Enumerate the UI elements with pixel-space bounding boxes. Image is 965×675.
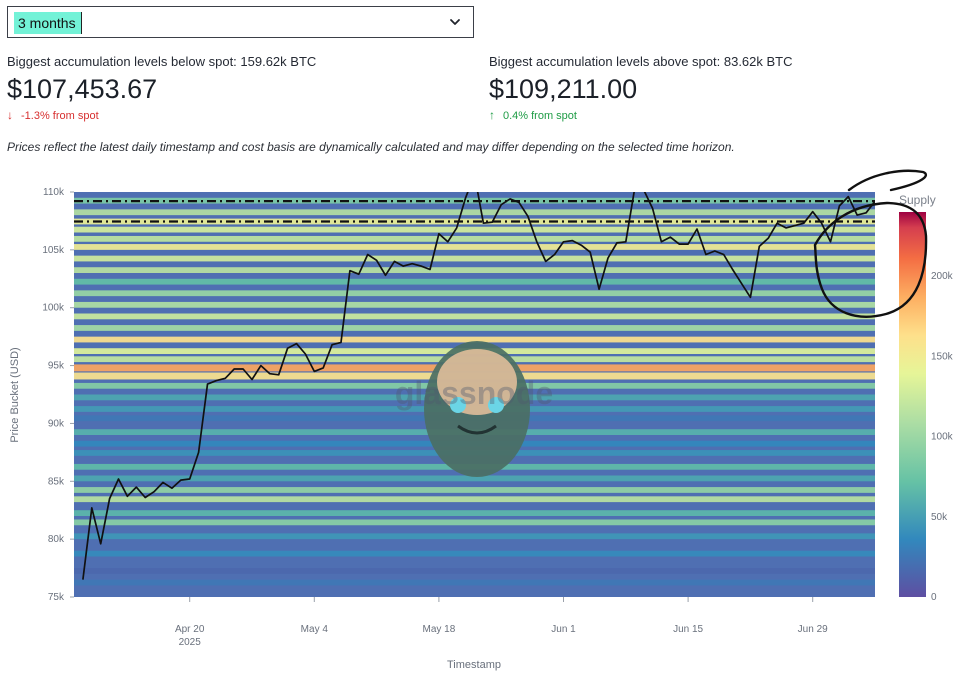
y-tick-label-3: 90k [48, 418, 65, 429]
colorbar [899, 212, 926, 597]
heatmap-band-4 [74, 519, 875, 526]
heatmap-band-6 [74, 496, 875, 503]
heatmap-band-27 [74, 267, 875, 273]
heatmap-band-29 [74, 244, 875, 250]
heatmap-band-25 [74, 290, 875, 297]
x-tick-label-4: Jun 15 [673, 624, 703, 635]
hand-drawn-annotation [813, 169, 928, 318]
pricing-note: Prices reflect the latest daily timestam… [7, 140, 735, 154]
below-spot-stat: Biggest accumulation levels below spot: … [7, 54, 316, 123]
heatmap-band-36 [74, 175, 875, 181]
timeframe-select[interactable]: 3 months [7, 6, 474, 38]
watermark-mascot [424, 341, 530, 477]
x-tick-label-3: Jun 1 [551, 624, 576, 635]
timeframe-selected-value[interactable]: 3 months [14, 12, 82, 34]
below-spot-change-text: -1.3% from spot [21, 110, 99, 122]
below-spot-change: ↓ -1.3% from spot [7, 108, 316, 123]
y-tick-label-2: 85k [48, 476, 65, 487]
below-spot-price: $107,453.67 [7, 74, 158, 104]
y-tick-label-7: 110k [43, 187, 65, 198]
heatmap-band-7 [74, 487, 875, 493]
y-tick-label-4: 95k [48, 361, 65, 372]
chevron-down-icon[interactable] [448, 15, 462, 29]
heatmap-band-35 [74, 186, 875, 192]
heatmap-band-1 [74, 568, 875, 574]
above-spot-price: $109,211.00 [489, 74, 638, 104]
y-tick-label-0: 75k [48, 592, 65, 603]
x-tick-label-2: May 18 [423, 624, 456, 635]
heatmap-band-0 [74, 579, 875, 586]
heatmap-band-3 [74, 533, 875, 540]
heatmap-band-22 [74, 325, 875, 331]
above-spot-stat: Biggest accumulation levels above spot: … [489, 54, 793, 123]
y-tick-label-5: 100k [42, 303, 65, 314]
colorbar-tick-label-2: 100k [931, 432, 954, 443]
colorbar-tick-label-0: 0 [931, 592, 937, 603]
x-axis: Apr 20 2025 May 4 May 18 Jun 1 Jun 15 Jun 29 [175, 597, 828, 648]
above-spot-label: Biggest accumulation levels above spot: … [489, 54, 793, 69]
colorbar-tick-label-1: 50k [931, 512, 948, 523]
x-axis-title: Timestamp [447, 659, 501, 671]
x-tick-sublabel-0: 2025 [179, 637, 202, 648]
watermark-text: glassnode [395, 375, 553, 411]
arrow-up-icon: ↑ [489, 108, 495, 122]
colorbar-tick-label-3: 150k [931, 351, 954, 362]
heatmap-band-28 [74, 255, 875, 262]
colorbar-title: Supply [899, 193, 936, 207]
y-tick-label-6: 105k [42, 245, 65, 256]
heatmap-band-2 [74, 550, 875, 557]
above-spot-change-text: 0.4% from spot [503, 110, 577, 122]
heatmap-band-31 [74, 226, 875, 233]
heatmap-band-24 [74, 301, 875, 308]
accumulation-levels [74, 200, 875, 223]
y-axis-title: Price Bucket (USD) [9, 347, 21, 442]
colorbar-tick-label-4: 200k [931, 271, 954, 282]
below-spot-label: Biggest accumulation levels below spot: … [7, 54, 317, 69]
x-tick-label-1: May 4 [301, 624, 329, 635]
colorbar-ticks: 0 50k 100k 150k 200k [931, 271, 954, 603]
heatmap-band-30 [74, 235, 875, 242]
heatmap-band-23 [74, 313, 875, 320]
y-axis: 75k 80k 85k 90k 95k 100k 105k 110k [42, 187, 74, 603]
x-tick-label-0: Apr 20 [175, 624, 205, 635]
heatmap-band-8 [74, 475, 875, 482]
price-line [82, 192, 875, 580]
heatmap-band-33 [74, 209, 875, 216]
above-spot-change: ↑ 0.4% from spot [489, 108, 793, 123]
y-tick-label-1: 80k [48, 534, 65, 545]
heatmap-band-21 [74, 336, 875, 343]
arrow-down-icon: ↓ [7, 108, 13, 122]
x-tick-label-5: Jun 29 [798, 624, 828, 635]
heatmap-band-26 [74, 278, 875, 285]
heatmap-band-5 [74, 510, 875, 516]
